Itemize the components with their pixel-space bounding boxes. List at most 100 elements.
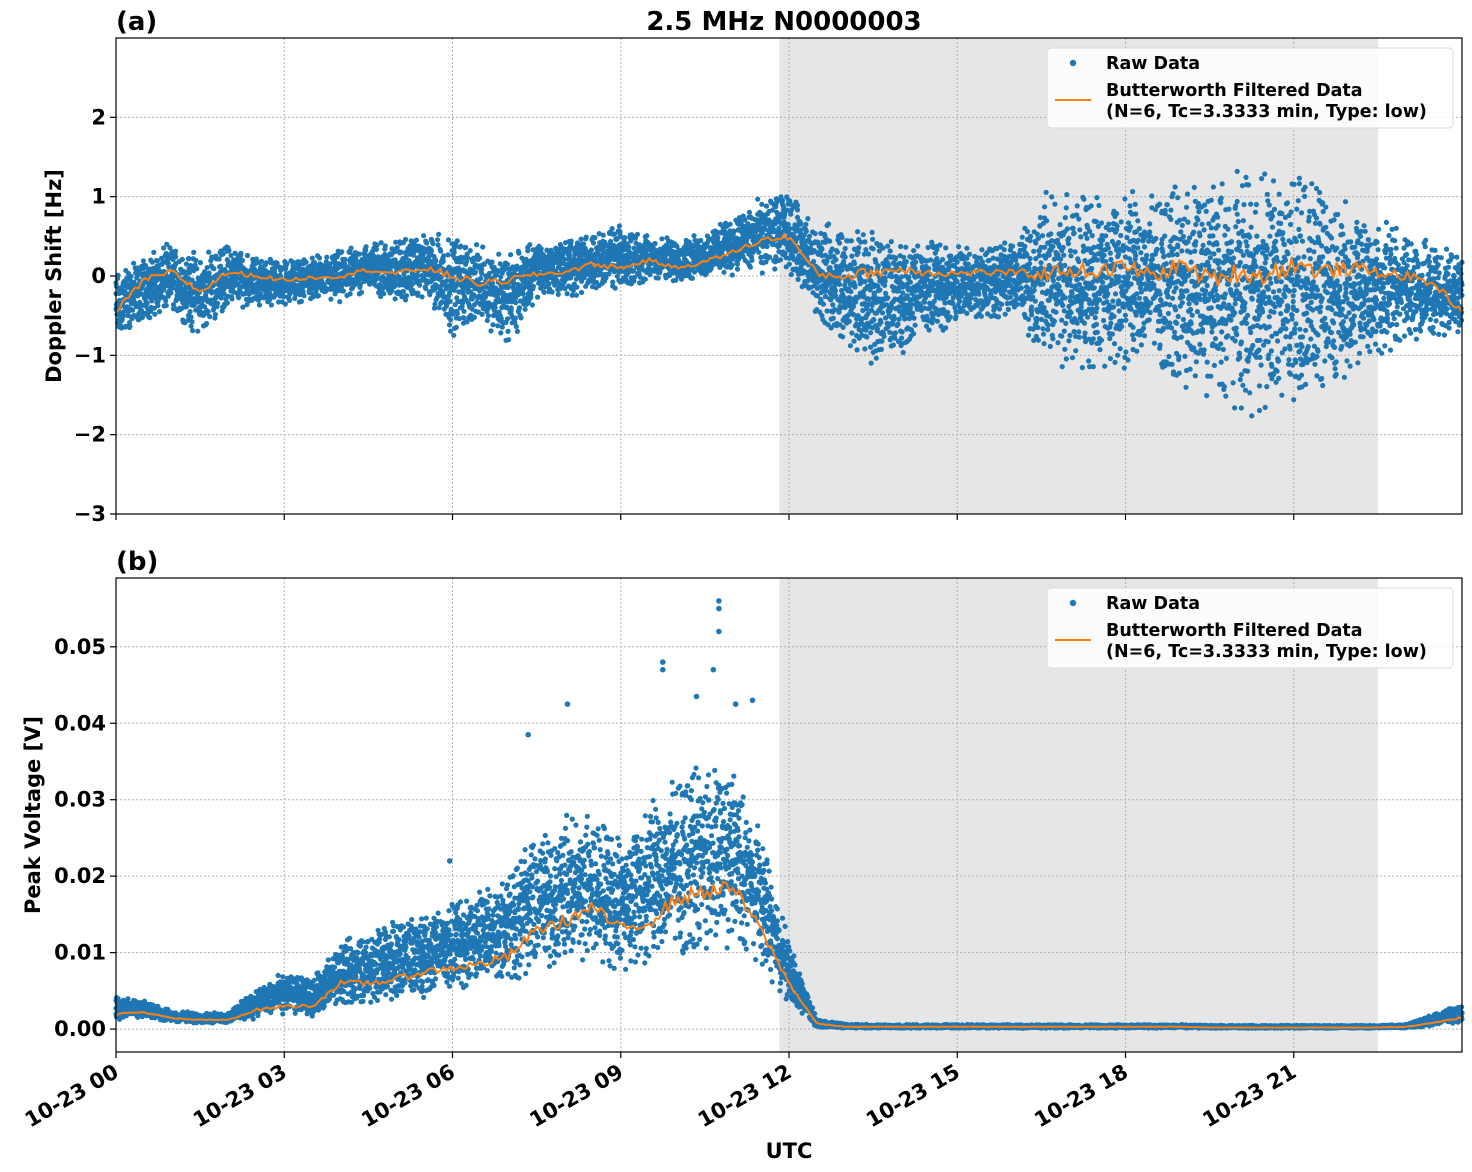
raw-data-point: [574, 284, 580, 290]
raw-data-point: [430, 241, 436, 247]
raw-data-point: [238, 250, 244, 256]
raw-data-point: [286, 297, 293, 303]
raw-data-point: [183, 304, 189, 310]
raw-data-point: [504, 261, 511, 267]
raw-data-point: [902, 263, 908, 269]
raw-data-point: [567, 253, 573, 259]
raw-data-point: [188, 323, 194, 329]
raw-data-point: [906, 274, 912, 280]
raw-data-point: [484, 317, 490, 324]
raw-data-point: [885, 243, 891, 249]
raw-data-point: [496, 251, 502, 257]
raw-data-point: [115, 272, 121, 278]
raw-data-point: [154, 258, 160, 264]
raw-data-point: [747, 264, 754, 270]
raw-data-point: [324, 254, 330, 260]
raw-data-point: [592, 235, 598, 241]
raw-data-point: [513, 300, 519, 306]
raw-data-point: [945, 309, 951, 315]
raw-data-point: [749, 257, 755, 263]
raw-data-point: [236, 282, 242, 288]
raw-data-point: [347, 291, 353, 297]
raw-data-point: [612, 285, 618, 291]
raw-data-point: [303, 259, 309, 265]
raw-data-point: [953, 313, 959, 320]
raw-data-point: [913, 259, 919, 265]
raw-data-point: [965, 261, 972, 267]
raw-data-point: [438, 248, 444, 254]
raw-data-point: [862, 239, 868, 245]
raw-data-point: [495, 323, 501, 329]
raw-data-point: [228, 252, 234, 259]
raw-data-point: [877, 287, 883, 293]
raw-data-point: [782, 250, 788, 256]
raw-data-point: [204, 320, 210, 327]
raw-data-point: [163, 298, 169, 304]
raw-data-point: [943, 245, 949, 251]
raw-data-point: [413, 237, 419, 243]
raw-data-point: [356, 251, 362, 257]
raw-data-point: [848, 289, 854, 295]
raw-data-point: [921, 299, 928, 305]
raw-data-point: [911, 331, 917, 337]
raw-data-point: [642, 276, 648, 282]
raw-data-point: [885, 295, 891, 301]
raw-data-point: [529, 302, 536, 308]
raw-data-point: [165, 260, 171, 266]
raw-data-point: [691, 233, 697, 239]
raw-data-point: [168, 290, 174, 296]
raw-data-point: [957, 298, 963, 304]
raw-data-point: [578, 236, 584, 242]
raw-data-point: [287, 291, 293, 297]
raw-data-point: [373, 246, 380, 252]
raw-data-point: [891, 316, 898, 322]
raw-data-point: [463, 244, 469, 250]
raw-data-point: [579, 289, 585, 296]
raw-data-point: [342, 256, 348, 262]
raw-data-point: [508, 252, 514, 258]
raw-data-point: [477, 255, 483, 261]
raw-data-point: [506, 337, 512, 343]
raw-data-point: [224, 300, 230, 306]
raw-data-point: [626, 244, 632, 250]
raw-data-point: [187, 309, 193, 315]
raw-data-point: [206, 270, 212, 276]
raw-data-point: [454, 238, 460, 244]
raw-data-point: [446, 322, 453, 328]
raw-data-point: [267, 297, 273, 303]
raw-data-point: [590, 240, 597, 246]
raw-data-point: [832, 288, 839, 294]
raw-data-point: [205, 309, 211, 315]
raw-data-point: [546, 281, 552, 287]
raw-data-point: [381, 291, 387, 297]
raw-data-point: [886, 262, 892, 268]
raw-data-point: [535, 294, 541, 300]
raw-data-point: [759, 270, 765, 276]
raw-data-point: [392, 296, 398, 302]
raw-data-point: [148, 308, 154, 314]
raw-data-point: [786, 261, 792, 267]
raw-data-point: [348, 245, 354, 251]
raw-data-point: [130, 307, 136, 313]
raw-data-point: [892, 330, 899, 336]
raw-data-point: [652, 240, 658, 247]
raw-data-point: [755, 196, 761, 202]
raw-data-point: [899, 335, 905, 341]
raw-data-point: [218, 295, 224, 301]
raw-data-a: [113, 168, 1465, 419]
raw-data-point: [862, 346, 868, 352]
raw-data-point: [467, 248, 473, 254]
raw-data-point: [236, 295, 242, 301]
raw-data-point: [954, 259, 960, 265]
raw-data-point: [403, 293, 410, 299]
raw-data-point: [839, 234, 845, 240]
raw-data-point: [151, 249, 157, 255]
raw-data-point: [812, 231, 818, 237]
raw-data-point: [424, 240, 430, 246]
raw-data-point: [263, 260, 269, 266]
raw-data-point: [772, 266, 778, 272]
raw-data-point: [870, 246, 876, 252]
raw-data-point: [836, 240, 843, 246]
raw-data-point: [937, 242, 943, 248]
